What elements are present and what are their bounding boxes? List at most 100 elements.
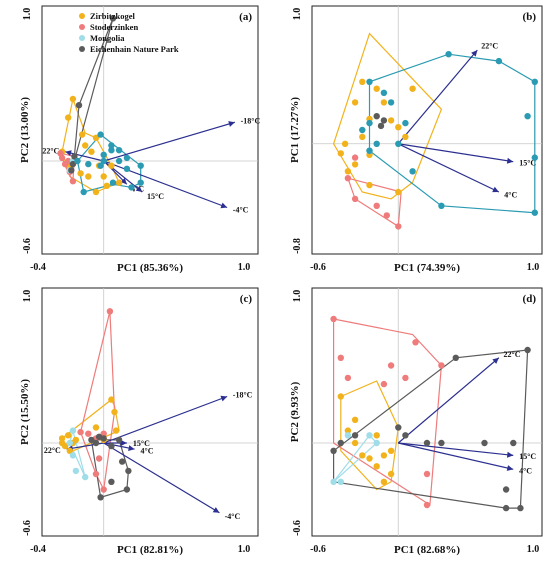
y-tick-min: -0.6	[22, 520, 33, 536]
panel-label: (d)	[523, 293, 537, 305]
data-point	[77, 428, 84, 436]
plot-frame	[41, 287, 259, 537]
x-tick-min: -0.6	[310, 544, 326, 555]
data-point	[366, 455, 373, 462]
data-point	[481, 439, 488, 447]
data-point	[402, 432, 409, 439]
vector-arrowhead	[212, 507, 220, 513]
data-point	[402, 119, 409, 127]
data-point	[344, 427, 352, 434]
data-point	[92, 439, 100, 447]
data-point	[65, 114, 72, 121]
loading-vector	[103, 395, 228, 444]
data-point	[380, 380, 388, 388]
data-point	[72, 467, 80, 475]
data-point	[409, 168, 416, 175]
x-axis-label: PC1 (74.39%)	[394, 262, 460, 274]
data-point	[510, 439, 517, 447]
legend-marker	[79, 46, 85, 52]
loading-vector	[397, 357, 500, 444]
data-point	[373, 140, 380, 147]
hull-mongolia	[69, 430, 86, 478]
data-point	[502, 486, 510, 493]
loading-vector	[397, 49, 478, 145]
x-axis-label: PC1 (82.68%)	[394, 544, 460, 556]
vector-arrowhead	[65, 150, 72, 157]
x-tick-max: 1.0	[238, 262, 251, 273]
data-point	[123, 165, 131, 172]
legend-entry: Eichenhain Nature Park	[90, 44, 179, 54]
data-point	[344, 175, 352, 182]
data-point	[395, 124, 402, 131]
data-point	[92, 470, 100, 478]
data-point	[366, 432, 373, 439]
data-point	[359, 78, 366, 86]
data-point	[531, 209, 538, 216]
y-axis-label: PC2 (15.50%)	[19, 379, 31, 445]
plot-frame	[311, 5, 543, 255]
data-point	[387, 362, 395, 369]
data-point	[112, 427, 120, 434]
loading-vector	[103, 121, 236, 162]
x-tick-min: -0.6	[310, 262, 326, 273]
data-point	[85, 173, 92, 180]
data-point	[351, 99, 359, 106]
data-point	[380, 478, 388, 485]
data-point	[109, 179, 117, 186]
data-point	[123, 486, 131, 493]
data-point	[380, 99, 388, 106]
data-point	[359, 126, 366, 134]
y-axis-label: PC1 (17.27%)	[289, 97, 301, 163]
data-point	[92, 134, 100, 141]
data-point	[402, 374, 409, 382]
legend-entry: Stoderzinken	[90, 22, 138, 32]
data-point	[395, 223, 402, 230]
vector-arrowhead	[492, 357, 499, 364]
legend-marker	[79, 35, 85, 41]
data-point	[72, 436, 80, 444]
data-point	[100, 157, 107, 165]
vector-label: 22°C	[504, 350, 521, 359]
vector-arrowhead	[506, 157, 514, 164]
vector-arrowhead	[128, 445, 135, 451]
data-point	[100, 435, 107, 442]
data-point	[69, 178, 77, 185]
data-point	[106, 308, 114, 315]
data-point	[330, 478, 337, 485]
data-point	[108, 162, 115, 169]
panel-label: (c)	[240, 293, 253, 305]
data-point	[108, 442, 115, 450]
data-point	[68, 167, 75, 174]
x-tick-max: 1.0	[527, 544, 540, 555]
data-point	[373, 463, 380, 470]
data-point	[517, 504, 524, 512]
data-point	[423, 439, 431, 447]
data-point	[395, 188, 402, 196]
x-tick-max: 1.0	[527, 262, 540, 273]
y-tick-max: 1.0	[292, 8, 303, 21]
data-point	[69, 160, 77, 168]
data-point	[423, 470, 431, 478]
data-point	[58, 154, 66, 162]
hull-stoderzinken	[79, 311, 116, 492]
data-point	[366, 119, 373, 127]
data-point	[92, 188, 100, 196]
data-point	[377, 122, 385, 130]
data-point	[402, 133, 409, 141]
data-point	[445, 51, 452, 58]
data-point	[69, 427, 77, 434]
hull-stoderzinken	[333, 318, 443, 507]
data-point	[409, 85, 416, 92]
data-point	[373, 85, 380, 92]
data-point	[531, 78, 538, 86]
x-axis-label: PC1 (82.81%)	[117, 544, 183, 556]
vector-label: -18°C	[233, 390, 253, 399]
data-point	[100, 173, 107, 180]
hull-mongolia	[333, 434, 378, 483]
data-point	[85, 160, 92, 168]
data-point	[344, 432, 352, 439]
data-point	[108, 478, 115, 485]
panel-c: -18°C 15°C4°C -4°C 22°C -0.4 1.0 1.0 -0.6 PC1 (8…	[19, 287, 259, 556]
data-point	[344, 374, 352, 382]
data-point	[366, 181, 373, 189]
